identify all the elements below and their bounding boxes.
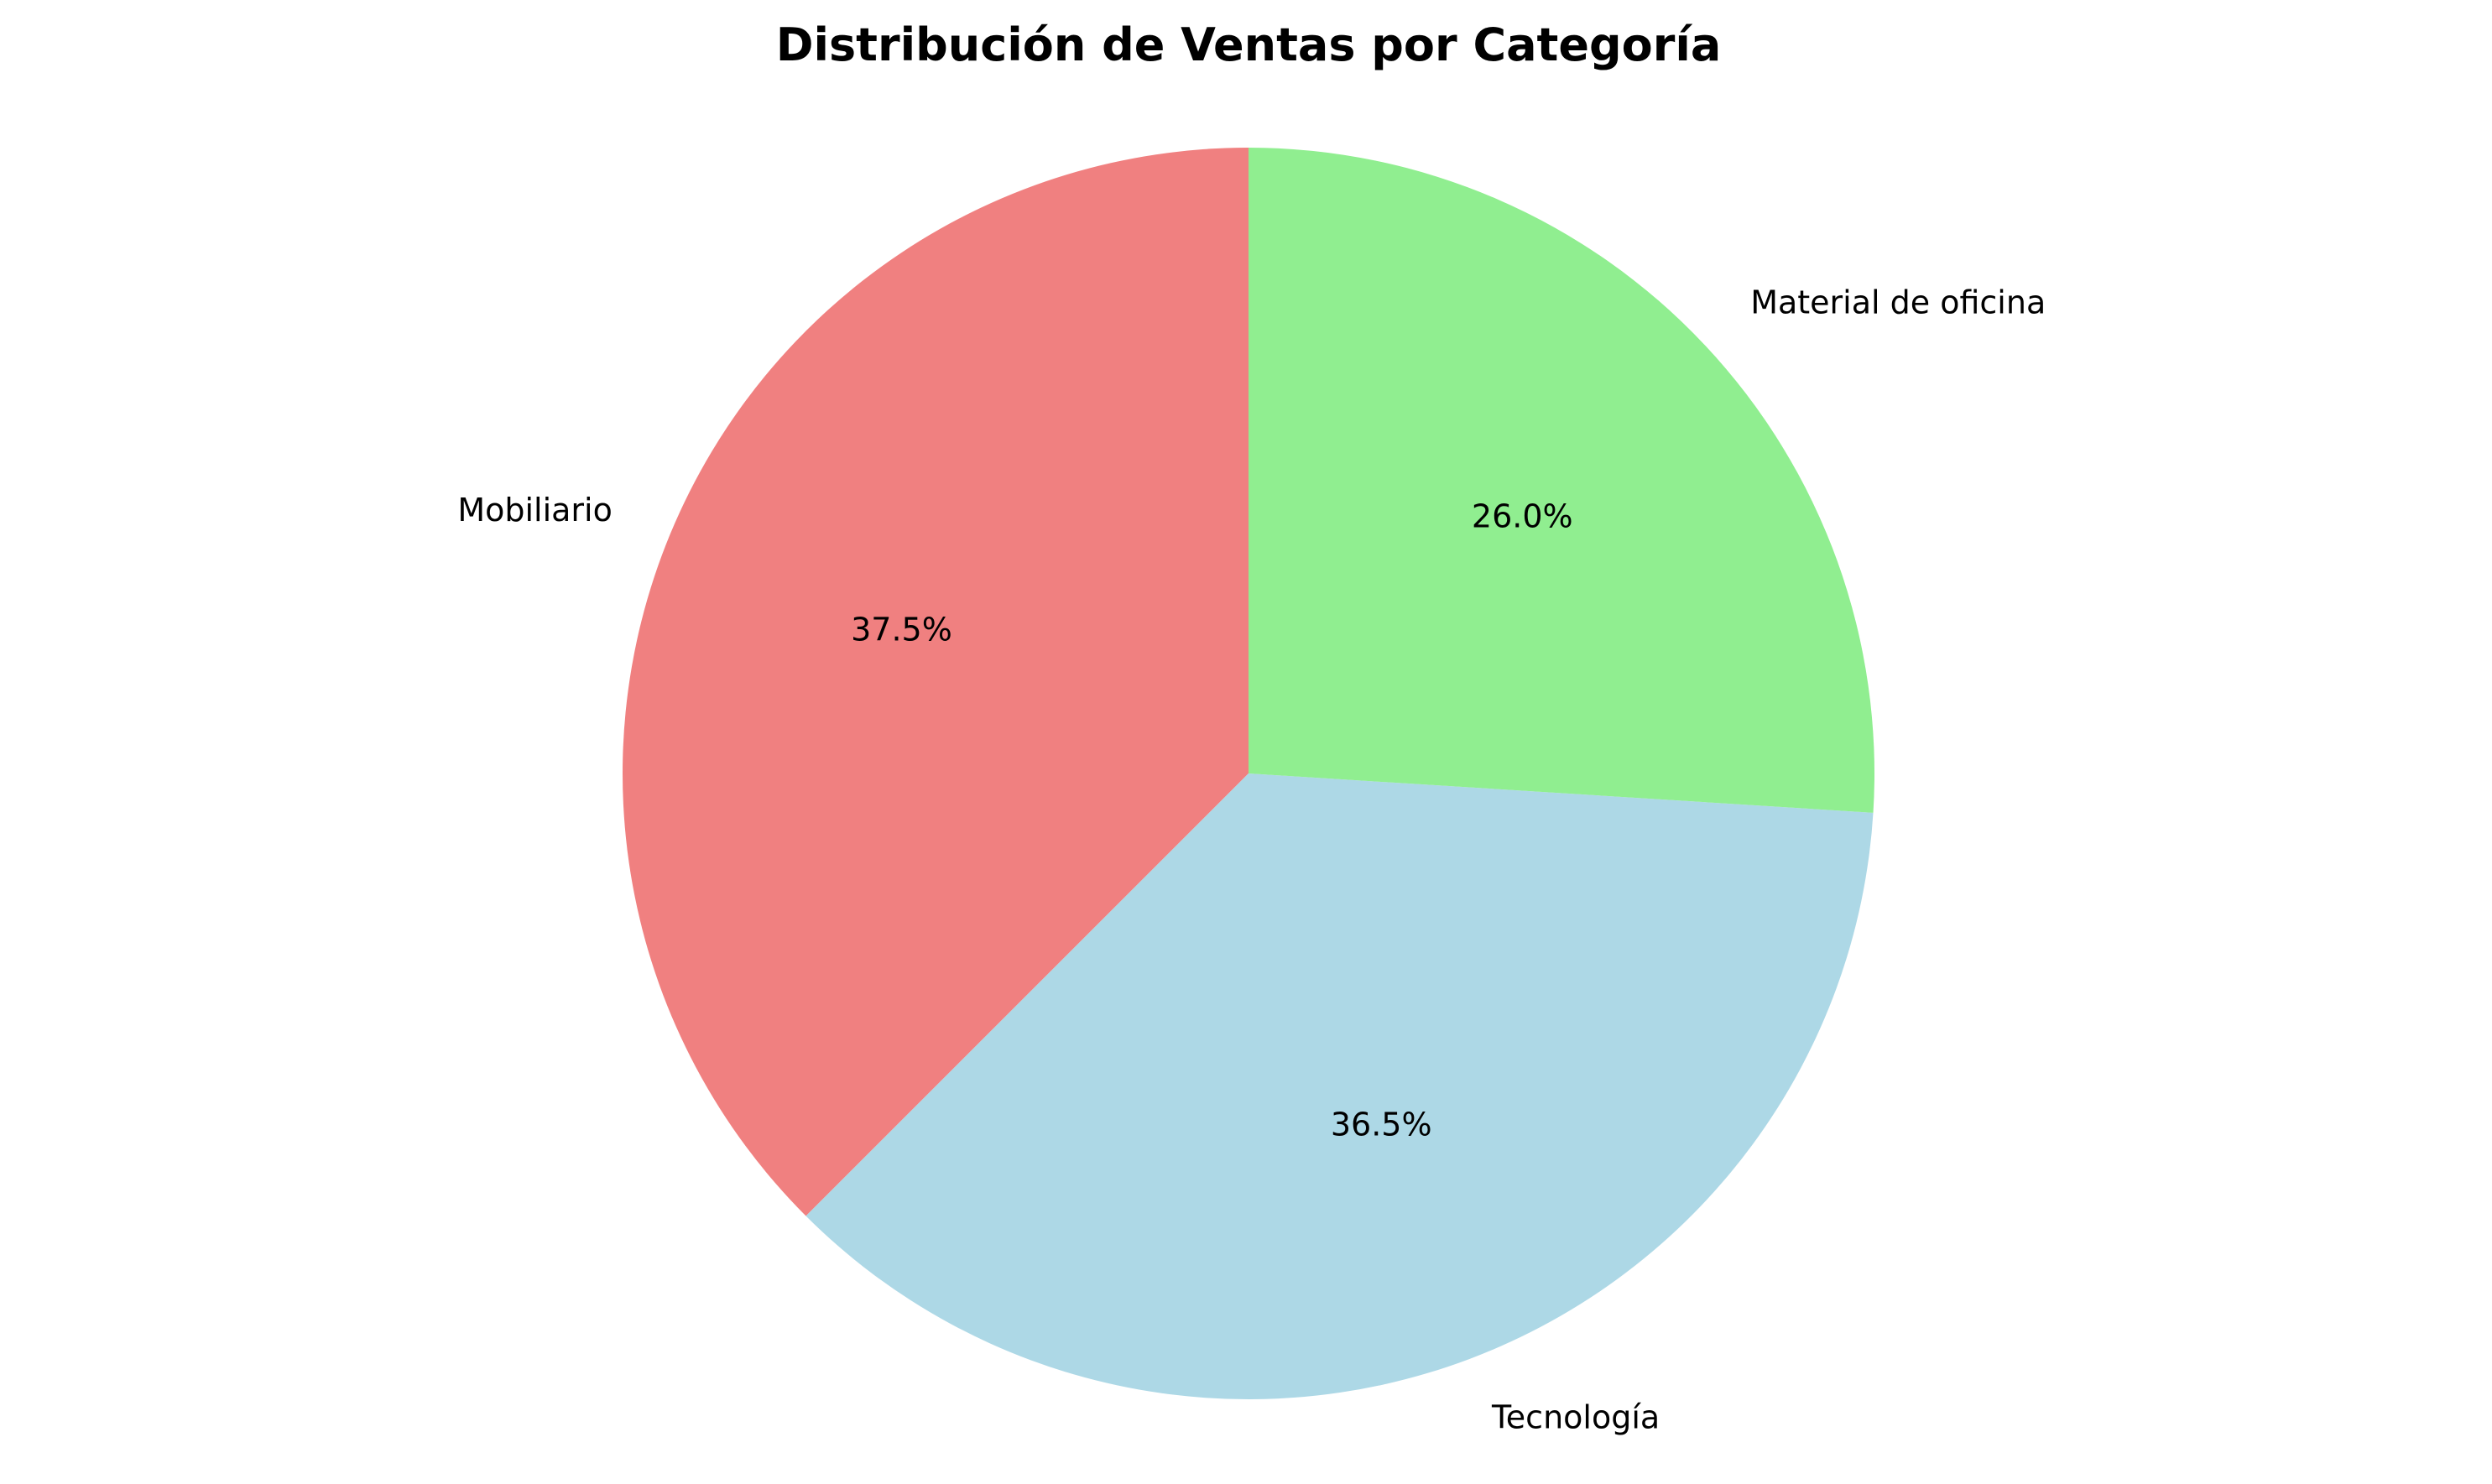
percentage-label: 26.0%	[1472, 498, 1573, 535]
category-label: Material de oficina	[1750, 284, 2046, 320]
pie-slices	[622, 148, 1874, 1399]
category-labels: Mobiliario Tecnología Material de oficina	[457, 284, 2046, 1435]
pie-slice-material-de-oficina	[1249, 148, 1874, 813]
pie-slice-tecnología	[805, 773, 1874, 1399]
pie-slice-mobiliario	[622, 148, 1249, 1216]
chart-title: Distribución de Ventas por Categoría	[776, 18, 1722, 71]
category-label: Tecnología	[1491, 1399, 1660, 1436]
percentage-label: 37.5%	[851, 612, 952, 648]
category-label: Mobiliario	[457, 492, 613, 529]
percentage-labels: 37.5% 36.5% 26.0%	[851, 498, 1573, 1143]
percentage-label: 36.5%	[1331, 1106, 1432, 1143]
